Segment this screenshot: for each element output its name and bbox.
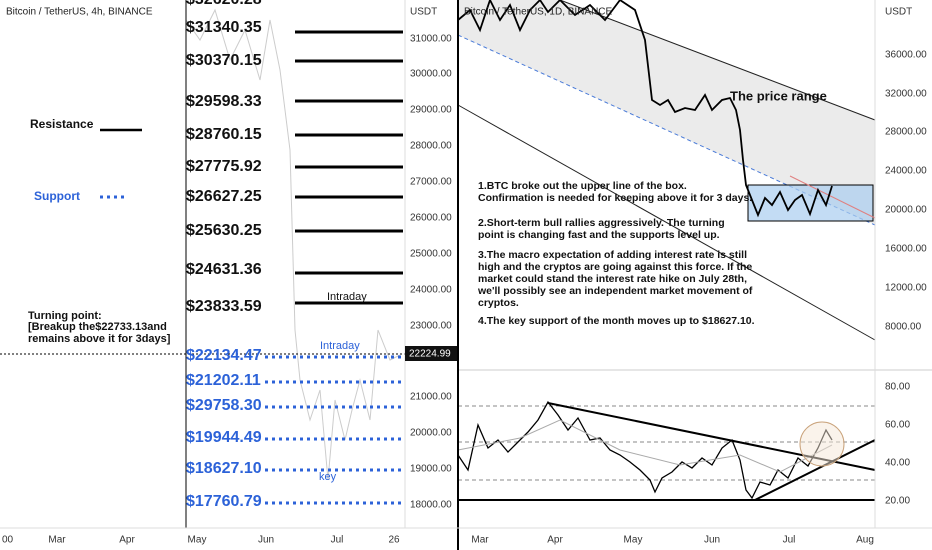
channel-upper — [559, 0, 876, 121]
axis-label: 25000.00 — [410, 249, 452, 260]
note: Confirmation is needed for keeping above… — [478, 192, 752, 204]
rsi-highlight — [799, 421, 845, 467]
axis-label: 36000.00 — [885, 50, 927, 61]
support-level: $22134.47 — [186, 347, 262, 364]
legend-support: Support — [34, 189, 80, 203]
time-label: Jul — [331, 535, 344, 546]
note: market could stand the interest rate hik… — [478, 273, 747, 285]
axis-label: 18000.00 — [410, 500, 452, 511]
note: point is changing fast and the supports … — [478, 229, 720, 241]
label: Intraday — [320, 340, 360, 352]
note: cryptos. — [478, 297, 519, 309]
axis-label: 29000.00 — [410, 105, 452, 116]
axis-label: 24000.00 — [885, 166, 927, 177]
resistance-level: $29598.33 — [186, 93, 262, 110]
rsi-label: 20.00 — [885, 496, 910, 507]
axis-label: 28000.00 — [885, 127, 927, 138]
resistance-level: $31340.35 — [186, 19, 262, 36]
time-label: Apr — [119, 535, 135, 546]
resistance-level: $27775.92 — [186, 158, 262, 175]
turning-point: [Breakup the$22733.13and — [28, 321, 167, 333]
resistance-level: $32620.28 — [186, 0, 262, 8]
axis-label: 31000.00 — [410, 34, 452, 45]
note: high and the cryptos are going against t… — [478, 261, 752, 273]
time-label: Aug — [856, 535, 874, 546]
turning-point: remains above it for 3days] — [28, 333, 171, 345]
red-trend — [789, 175, 876, 219]
support-level: $17760.79 — [186, 493, 262, 510]
legend-resistance: Resistance — [30, 117, 94, 131]
note: 2.Short-term bull rallies aggressively. … — [478, 217, 725, 229]
price-tag-bg — [405, 346, 457, 361]
rsi-label: 40.00 — [885, 458, 910, 469]
price-line — [457, 0, 833, 218]
turning-point: Turning point: — [28, 310, 102, 322]
note: 4.The key support of the month moves up … — [478, 315, 755, 327]
label: Intraday — [327, 291, 367, 303]
axis-unit: USDT — [410, 7, 437, 18]
resistance-level: $23833.59 — [186, 298, 262, 315]
annotation: The price range — [730, 88, 827, 103]
time-label: Apr — [547, 535, 563, 546]
time-label: 00 — [2, 535, 14, 546]
note: we'll possibly see an independent market… — [477, 285, 753, 297]
time-label: Jul — [783, 535, 796, 546]
axis-label: 21000.00 — [410, 392, 452, 403]
resistance-level: $28760.15 — [186, 126, 262, 143]
axis-unit: USDT — [885, 7, 912, 18]
price-tag: 22224.99 — [409, 349, 451, 360]
channel-fill — [458, 0, 875, 225]
support-level: $18627.10 — [186, 460, 262, 477]
price-box — [747, 184, 874, 222]
chart-title: Bitcoin / TetherUS, 4h, BINANCE — [6, 7, 153, 18]
axis-label: 12000.00 — [885, 283, 927, 294]
axis-label: 24000.00 — [410, 285, 452, 296]
time-label: 26 — [388, 535, 400, 546]
axis-label: 28000.00 — [410, 141, 452, 152]
time-label: Mar — [48, 535, 66, 546]
resistance-level: $25630.25 — [186, 222, 262, 239]
axis-label: 23000.00 — [410, 321, 452, 332]
rsi-label: 60.00 — [885, 420, 910, 431]
axis-label: 20000.00 — [410, 428, 452, 439]
time-label: Jun — [258, 535, 274, 546]
axis-label: 26000.00 — [410, 213, 452, 224]
axis-label: 20000.00 — [885, 205, 927, 216]
channel-lower — [457, 104, 876, 341]
axis-label: 8000.00 — [885, 322, 922, 333]
support-level: $19944.49 — [186, 429, 262, 446]
time-label: May — [624, 535, 643, 546]
axis-label: 30000.00 — [410, 69, 452, 80]
support-level: $29758.30 — [186, 397, 262, 414]
rsi-uptrend — [754, 439, 876, 501]
rsi-line — [457, 400, 833, 500]
label: key — [319, 471, 337, 483]
chart-title: Bitcoin / TetherUS, 1D, BINANCE — [464, 7, 613, 18]
time-label: May — [188, 535, 207, 546]
axis-label: 16000.00 — [885, 244, 927, 255]
support-level: $21202.11 — [186, 372, 261, 389]
rsi-label: 80.00 — [885, 382, 910, 393]
axis-label: 27000.00 — [410, 177, 452, 188]
axis-label: 19000.00 — [410, 464, 452, 475]
resistance-level: $30370.15 — [186, 52, 262, 69]
note: 3.The macro expectation of adding intere… — [478, 249, 747, 261]
note: 1.BTC broke out the upper line of the bo… — [478, 180, 687, 192]
time-label: Mar — [471, 535, 489, 546]
candles — [185, 8, 401, 481]
axis-label: 32000.00 — [885, 89, 927, 100]
resistance-level: $24631.36 — [186, 261, 262, 278]
resistance-level: $26627.25 — [186, 188, 262, 205]
time-label: Jun — [704, 535, 720, 546]
rsi-ma — [457, 419, 833, 473]
